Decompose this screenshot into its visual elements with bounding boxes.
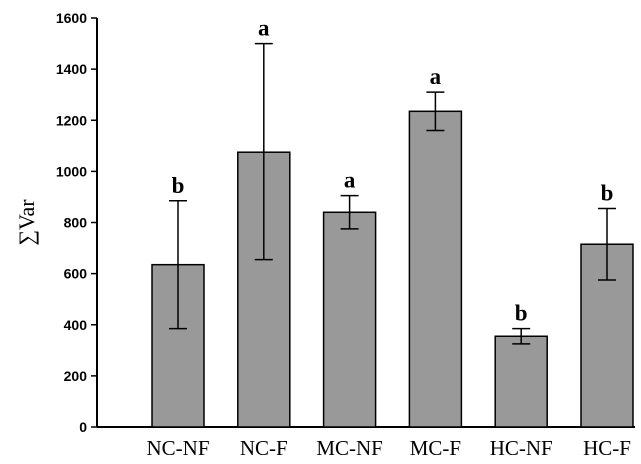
y-tick-label: 1600 (56, 10, 87, 26)
significance-label: b (601, 180, 614, 205)
y-tick-label: 400 (64, 317, 88, 333)
significance-label: a (258, 16, 270, 41)
significance-label: b (515, 301, 528, 326)
error-bars (169, 42, 616, 345)
y-ticks: 0 200 400 600 800 1000 1200 1400 1600 (56, 10, 97, 435)
significance-label: b (172, 173, 185, 198)
y-tick-label: 0 (79, 419, 87, 435)
bar (322, 211, 377, 428)
significance-label: a (344, 168, 356, 193)
bars (151, 110, 634, 428)
category-labels: NC-NF NC-F MC-NF MC-F HC-NF HC-F (146, 436, 630, 460)
y-tick-label: 1400 (56, 61, 87, 77)
category-label: NC-NF (146, 436, 209, 460)
category-label: MC-NF (316, 436, 383, 460)
y-tick-label: 800 (64, 215, 88, 231)
y-tick-label: 600 (64, 266, 88, 282)
category-label: MC-F (410, 436, 461, 460)
category-label: NC-F (240, 436, 288, 460)
category-label: HC-NF (490, 436, 553, 460)
y-tick-label: 1200 (56, 112, 87, 128)
significance-labels: b a a a b b (172, 16, 614, 326)
bar (408, 110, 463, 428)
category-label: HC-F (583, 436, 631, 460)
bar (494, 335, 548, 428)
y-tick-label: 1000 (56, 163, 87, 179)
significance-label: a (430, 64, 442, 89)
y-tick-label: 200 (64, 368, 88, 384)
y-axis-label: ∑Var (14, 199, 39, 246)
